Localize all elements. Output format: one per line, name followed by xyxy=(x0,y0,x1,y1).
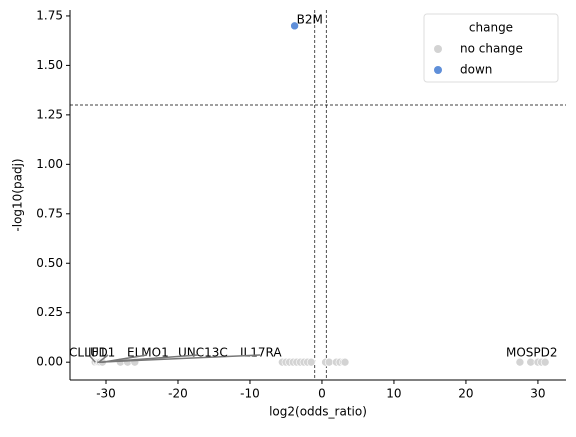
legend-label: down xyxy=(460,63,492,77)
point-label: B2M xyxy=(297,12,323,26)
y-tick-label: 1.25 xyxy=(36,107,63,121)
point xyxy=(290,21,299,31)
y-tick-label: 0.00 xyxy=(36,355,63,369)
legend-swatch xyxy=(434,45,442,53)
y-tick-label: 0.25 xyxy=(36,305,63,319)
y-tick-label: 1.00 xyxy=(36,157,63,171)
y-tick-label: 1.50 xyxy=(36,58,63,72)
x-tick-label: -30 xyxy=(96,387,116,401)
point-label: CLLU1 xyxy=(69,346,107,360)
point-label: MOSPD2 xyxy=(506,346,558,360)
point xyxy=(324,357,334,367)
legend-swatch xyxy=(434,66,442,74)
y-tick-label: 0.75 xyxy=(36,206,63,220)
y-axis-label: -log10(padj) xyxy=(11,158,25,231)
x-tick-label: 30 xyxy=(530,387,545,401)
x-tick-label: -20 xyxy=(168,387,188,401)
x-tick-label: 10 xyxy=(386,387,401,401)
point xyxy=(515,357,525,367)
y-tick-label: 1.75 xyxy=(36,8,63,22)
point xyxy=(340,357,350,367)
leader-line xyxy=(98,354,109,363)
point-label: IL17RA xyxy=(240,346,282,360)
legend-box xyxy=(423,13,559,83)
legend-title: change xyxy=(469,21,513,35)
point-label: IFD1 xyxy=(88,346,115,360)
x-tick-label: 0 xyxy=(318,387,326,401)
legend-label: no change xyxy=(460,42,523,56)
point-label: UNC13C xyxy=(178,346,228,360)
point xyxy=(306,357,316,367)
leader-line xyxy=(102,354,148,363)
leader-line xyxy=(100,354,199,363)
x-axis-label: log2(odds_ratio) xyxy=(269,405,367,419)
point xyxy=(540,357,550,367)
x-tick-label: 20 xyxy=(458,387,473,401)
y-tick-label: 0.50 xyxy=(36,256,63,270)
leader-line xyxy=(88,354,96,363)
x-tick-label: -10 xyxy=(240,387,260,401)
